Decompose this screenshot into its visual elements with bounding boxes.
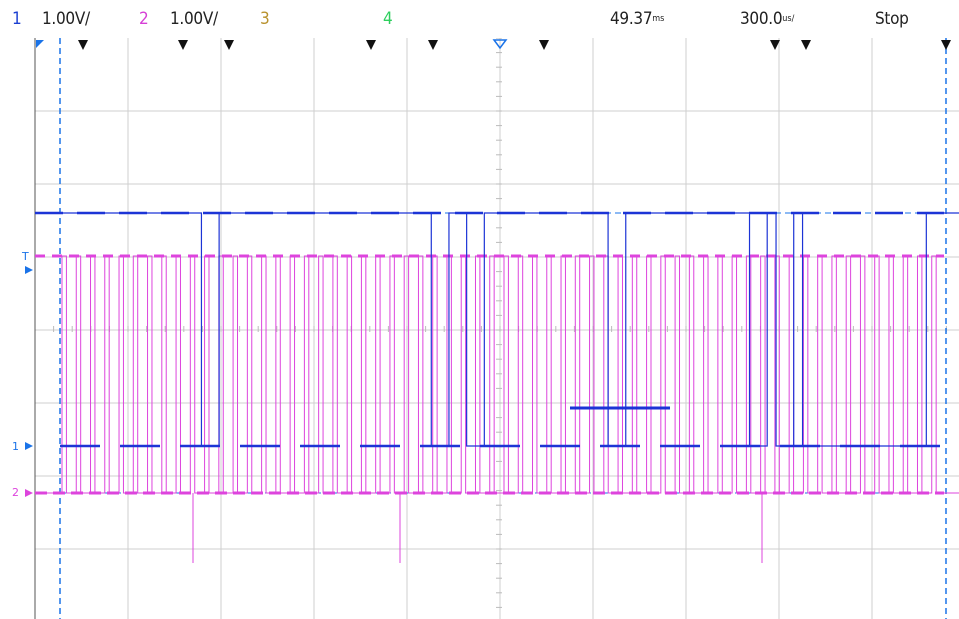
edge-marker bbox=[801, 40, 811, 50]
trigger-level-marker bbox=[25, 266, 33, 274]
ch1-ground-marker bbox=[25, 442, 33, 450]
timebase-unit: us/ bbox=[782, 14, 795, 24]
edge-marker bbox=[78, 40, 88, 50]
ch1-scale[interactable]: 1.00V/ bbox=[42, 9, 90, 29]
ch2-ground-label: 2 bbox=[12, 486, 19, 499]
timebase-readout[interactable]: 300.0us/ bbox=[740, 9, 794, 29]
delay-value: 49.37 bbox=[610, 9, 653, 29]
top-markers bbox=[36, 39, 951, 50]
waveform-display[interactable]: T 1 2 bbox=[0, 38, 959, 619]
edge-marker bbox=[178, 40, 188, 50]
left-marker bbox=[36, 40, 44, 48]
run-state[interactable]: Stop bbox=[875, 9, 909, 29]
ch1-ground-label: 1 bbox=[12, 440, 19, 453]
ch2-scale[interactable]: 1.00V/ bbox=[170, 9, 218, 29]
edge-marker bbox=[428, 40, 438, 50]
status-bar: 1 1.00V/ 2 1.00V/ 3 4 49.37ms 300.0us/ S… bbox=[0, 0, 959, 38]
ch2-ground-marker bbox=[25, 489, 33, 497]
delay-readout[interactable]: 49.37ms bbox=[610, 9, 664, 29]
edge-marker bbox=[539, 40, 549, 50]
edge-marker bbox=[224, 40, 234, 50]
ch3-number[interactable]: 3 bbox=[260, 9, 270, 29]
trigger-level-label: T bbox=[21, 250, 29, 263]
ground-markers: T 1 2 bbox=[12, 250, 33, 499]
waveforms bbox=[35, 211, 959, 563]
ch2-trace bbox=[35, 255, 959, 494]
delay-unit: ms bbox=[652, 14, 665, 24]
edge-marker bbox=[941, 40, 951, 50]
ch1-number[interactable]: 1 bbox=[12, 9, 22, 29]
ch4-number[interactable]: 4 bbox=[383, 9, 393, 29]
ch2-number[interactable]: 2 bbox=[139, 9, 149, 29]
edge-marker bbox=[770, 40, 780, 50]
edge-marker bbox=[366, 40, 376, 50]
trigger-position-marker bbox=[492, 39, 508, 50]
graticule bbox=[34, 38, 959, 619]
timebase-value: 300.0 bbox=[740, 9, 783, 29]
